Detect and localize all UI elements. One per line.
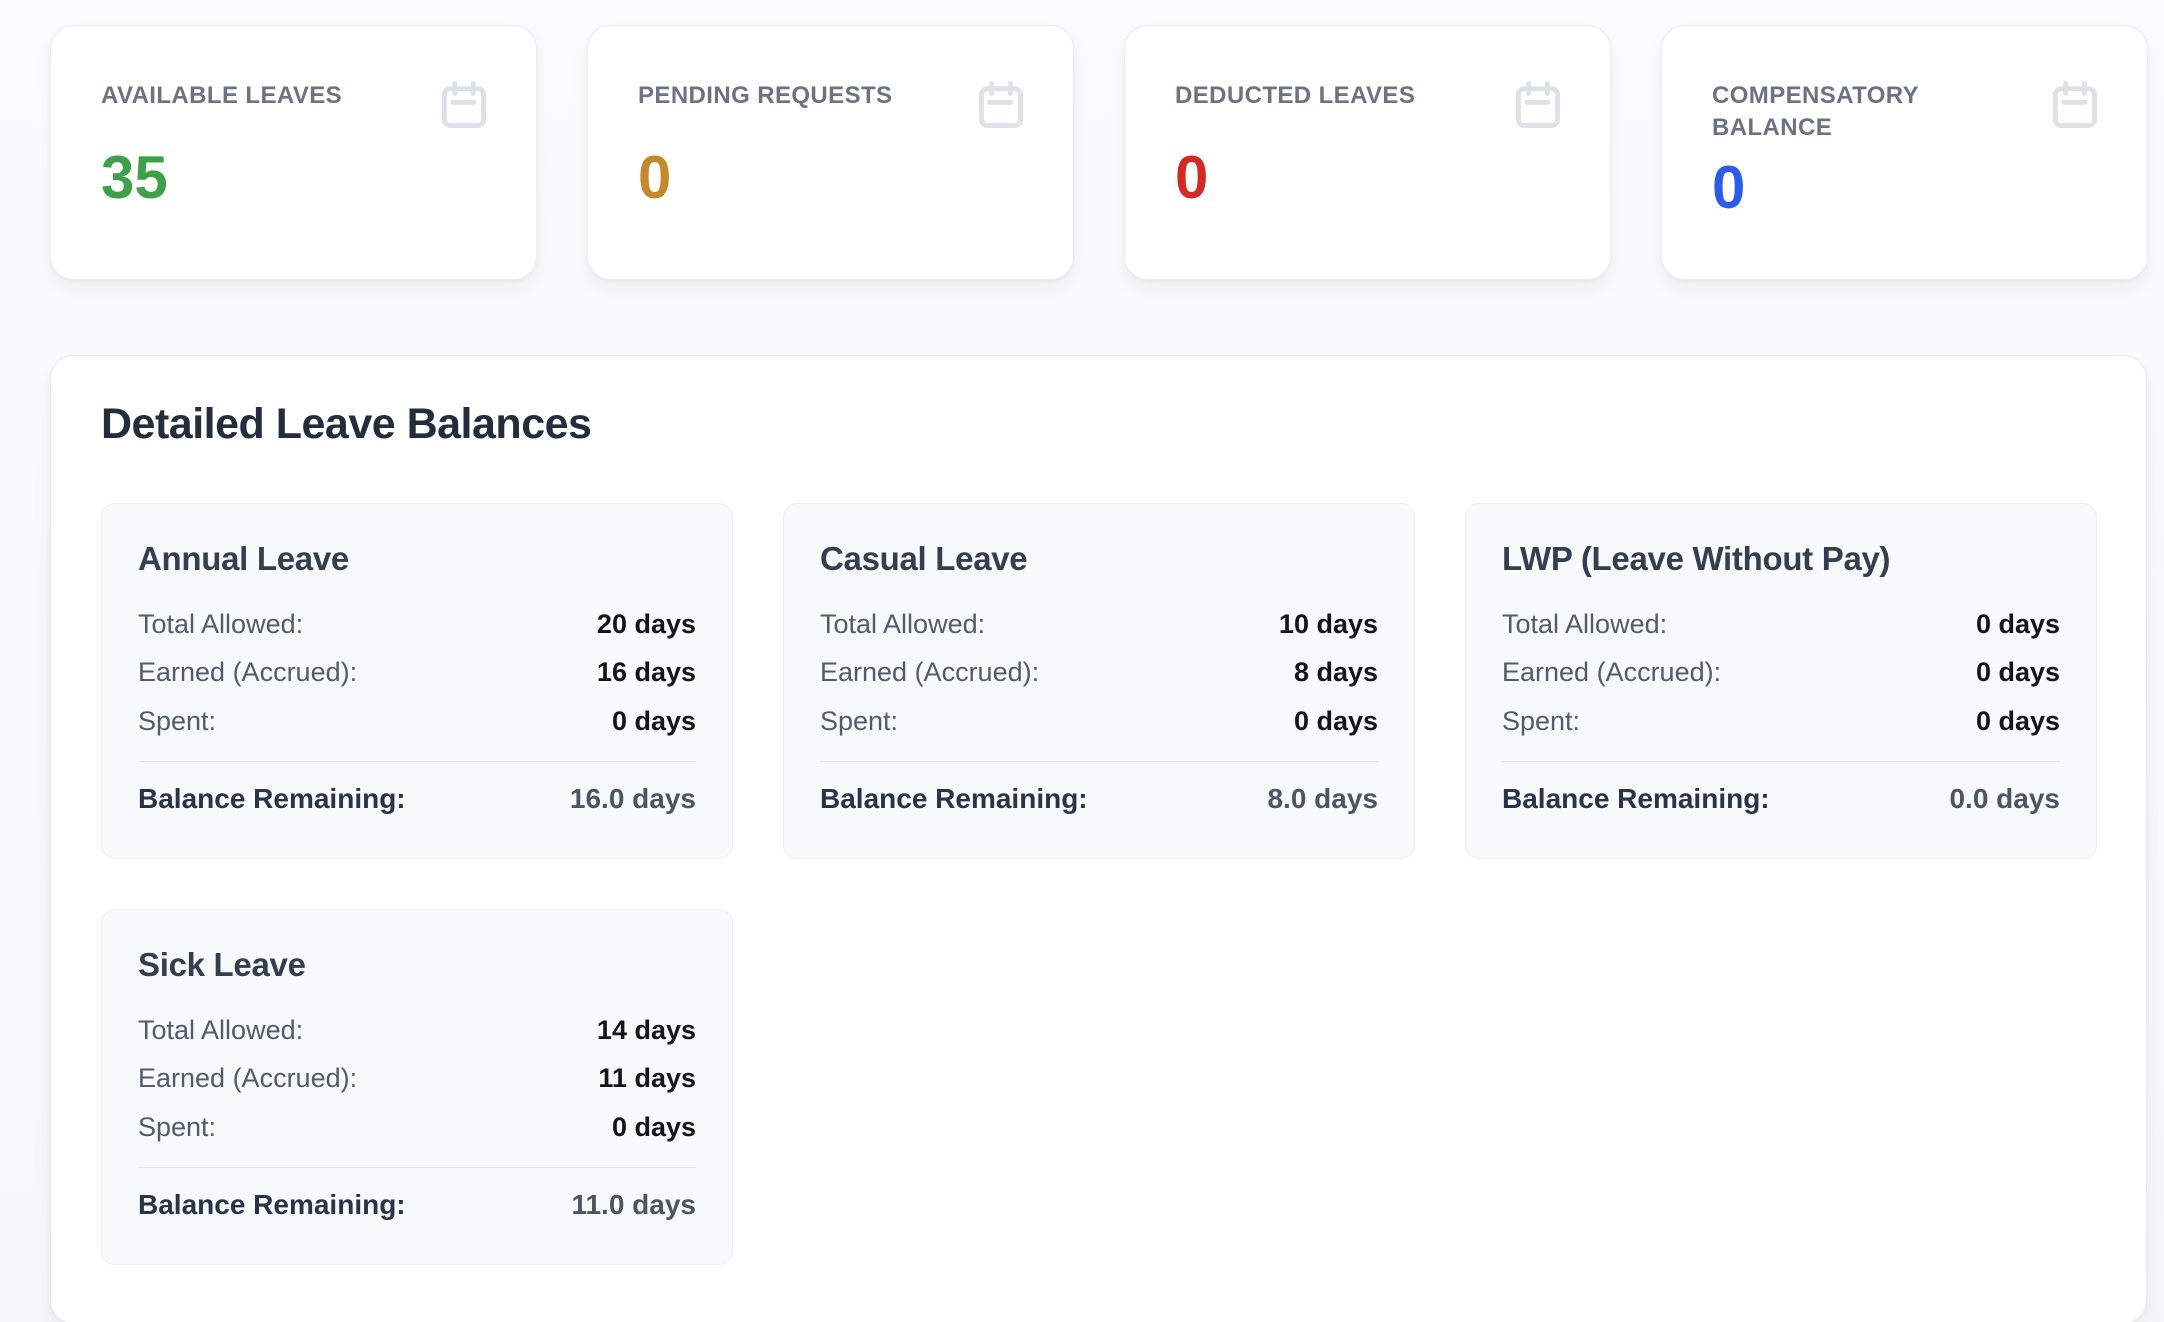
divider [820, 761, 1378, 763]
row-label: Total Allowed: [1502, 609, 1668, 639]
leave-type-card-lwp: LWP (Leave Without Pay) Total Allowed: 0… [1465, 503, 2097, 859]
row-label: Balance Remaining: [138, 1188, 406, 1220]
summary-card-deducted-leaves: DEDUCTED LEAVES 0 [1124, 25, 1611, 280]
row-value: 10 days [1278, 609, 1378, 639]
earned-accrued-row: Earned (Accrued): 8 days [820, 656, 1378, 688]
summary-card-label: PENDING REQUESTS [638, 82, 893, 109]
leave-type-card-sick: Sick Leave Total Allowed: 14 days Earned… [101, 908, 733, 1265]
summary-card-compensatory-balance: COMPENSATORY BALANCE 0 [1661, 25, 2148, 280]
summary-card-pending-requests: PENDING REQUESTS 0 [587, 25, 1074, 280]
row-value: 0 days [611, 1111, 696, 1142]
row-value: 11 days [598, 1063, 696, 1094]
detailed-leave-balances-card: Detailed Leave Balances Annual Leave Tot… [50, 355, 2147, 1322]
calendar-icon [2052, 81, 2098, 129]
row-label: Earned (Accrued): [820, 657, 1040, 688]
total-allowed-row: Total Allowed: 10 days [820, 608, 1378, 640]
summary-card-header: PENDING REQUESTS [638, 76, 1029, 134]
row-label: Total Allowed: [820, 609, 986, 639]
row-value: 0 days [1293, 705, 1378, 736]
row-label: Balance Remaining: [138, 783, 406, 815]
earned-accrued-row: Earned (Accrued): 0 days [1502, 656, 2060, 688]
row-value: 11.0 days [571, 1188, 696, 1220]
row-label: Balance Remaining: [1502, 783, 1770, 815]
summary-card-header: DEDUCTED LEAVES [1175, 76, 1566, 134]
row-value: 0.0 days [1949, 783, 2060, 815]
leave-type-title: Sick Leave [138, 945, 306, 983]
row-value: 8 days [1293, 657, 1378, 688]
row-value: 16.0 days [569, 783, 696, 815]
summary-card-label: DEDUCTED LEAVES [1175, 82, 1416, 109]
spent-row: Spent: 0 days [820, 705, 1378, 737]
total-allowed-row: Total Allowed: 0 days [1502, 608, 2060, 640]
calendar-icon [441, 81, 487, 129]
spent-row: Spent: 0 days [138, 1111, 696, 1143]
spent-row: Spent: 0 days [1502, 705, 2060, 737]
total-allowed-row: Total Allowed: 20 days [138, 608, 696, 640]
summary-card-label: COMPENSATORY BALANCE [1712, 82, 1919, 141]
row-label: Total Allowed: [138, 1014, 304, 1045]
earned-accrued-row: Earned (Accrued): 16 days [138, 656, 696, 688]
row-value: 0 days [1975, 705, 2060, 736]
leave-type-card-casual: Casual Leave Total Allowed: 10 days Earn… [783, 503, 1415, 859]
row-label: Earned (Accrued): [138, 657, 358, 688]
leave-type-card-annual: Annual Leave Total Allowed: 20 days Earn… [101, 503, 733, 859]
summary-card-value: 0 [1175, 144, 1209, 211]
row-value: 14 days [596, 1014, 696, 1045]
calendar-icon [978, 81, 1024, 129]
earned-accrued-row: Earned (Accrued): 11 days [138, 1062, 696, 1094]
leave-type-title: LWP (Leave Without Pay) [1502, 540, 1891, 577]
row-value: 20 days [596, 609, 696, 639]
summary-card-value: 0 [1712, 153, 1746, 221]
leave-type-title: Annual Leave [138, 540, 349, 577]
row-label: Spent: [820, 705, 899, 736]
row-label: Total Allowed: [138, 609, 304, 639]
row-label: Spent: [138, 705, 217, 736]
row-value: 0 days [611, 705, 696, 736]
balance-remaining-row: Balance Remaining: 11.0 days [138, 1188, 696, 1222]
balance-remaining-row: Balance Remaining: 16.0 days [138, 782, 696, 816]
row-label: Earned (Accrued): [1502, 657, 1722, 688]
divider [1502, 761, 2060, 763]
summary-card-header: COMPENSATORY BALANCE [1712, 76, 2103, 144]
spent-row: Spent: 0 days [138, 705, 696, 737]
divider [138, 1166, 696, 1168]
divider [138, 761, 696, 763]
summary-card-value: 0 [638, 144, 672, 211]
row-label: Earned (Accrued): [138, 1063, 358, 1094]
row-value: 0 days [1975, 657, 2060, 688]
row-value: 16 days [596, 657, 696, 688]
balance-remaining-row: Balance Remaining: 8.0 days [820, 782, 1378, 816]
summary-card-header: AVAILABLE LEAVES [101, 76, 492, 134]
row-label: Balance Remaining: [820, 783, 1088, 815]
section-title: Detailed Leave Balances [101, 400, 592, 448]
row-value: 8.0 days [1267, 783, 1378, 815]
row-label: Spent: [1502, 705, 1581, 736]
total-allowed-row: Total Allowed: 14 days [138, 1014, 696, 1046]
leave-type-title: Casual Leave [820, 540, 1028, 577]
summary-card-value: 35 [101, 144, 168, 211]
summary-card-label: AVAILABLE LEAVES [101, 82, 343, 109]
summary-card-available-leaves: AVAILABLE LEAVES 35 [50, 25, 537, 280]
row-value: 0 days [1975, 609, 2060, 639]
summary-cards-row: AVAILABLE LEAVES 35 PENDING REQUESTS [50, 25, 2148, 280]
leave-types-grid: Annual Leave Total Allowed: 20 days Earn… [101, 503, 2097, 1265]
calendar-icon [1515, 81, 1561, 129]
row-label: Spent: [138, 1111, 217, 1142]
balance-remaining-row: Balance Remaining: 0.0 days [1502, 782, 2060, 816]
